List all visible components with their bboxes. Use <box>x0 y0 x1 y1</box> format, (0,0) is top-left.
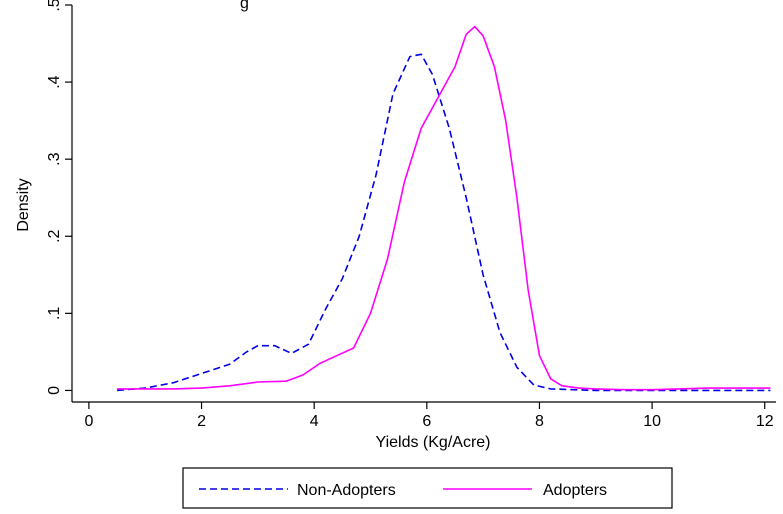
x-tick-label: 10 <box>643 413 661 430</box>
series-line-adopters <box>117 25 771 391</box>
y-tick-label: .5 <box>46 0 63 12</box>
y-tick-label: .2 <box>46 229 63 242</box>
x-tick-label: 6 <box>422 413 431 430</box>
y-axis-title: Density <box>15 178 32 231</box>
legend-label-non-adopters: Non-Adopters <box>297 482 396 499</box>
x-tick-label: 4 <box>310 413 319 430</box>
y-tick-label: .1 <box>46 307 63 320</box>
legend-box <box>182 467 673 509</box>
y-tick-label: .4 <box>46 75 63 88</box>
y-tick-label: .3 <box>46 152 63 165</box>
chart-title: g <box>240 0 249 12</box>
x-tick-label: 0 <box>84 413 93 430</box>
plot-area <box>117 25 771 392</box>
x-tick-label: 8 <box>535 413 544 430</box>
x-tick-label: 12 <box>756 413 774 430</box>
x-axis-title: Yields (Kg/Acre) <box>376 434 491 451</box>
series-line-non-adopters <box>117 53 771 392</box>
x-tick-label: 2 <box>197 413 206 430</box>
y-ticks: 0 .1 .2 .3 .4 .5 <box>46 0 72 395</box>
legend: Non-Adopters Adopters <box>182 467 673 509</box>
legend-label-adopters: Adopters <box>543 482 607 499</box>
x-ticks: 0 2 4 6 8 10 12 <box>84 402 774 430</box>
y-tick-label: 0 <box>46 386 63 395</box>
